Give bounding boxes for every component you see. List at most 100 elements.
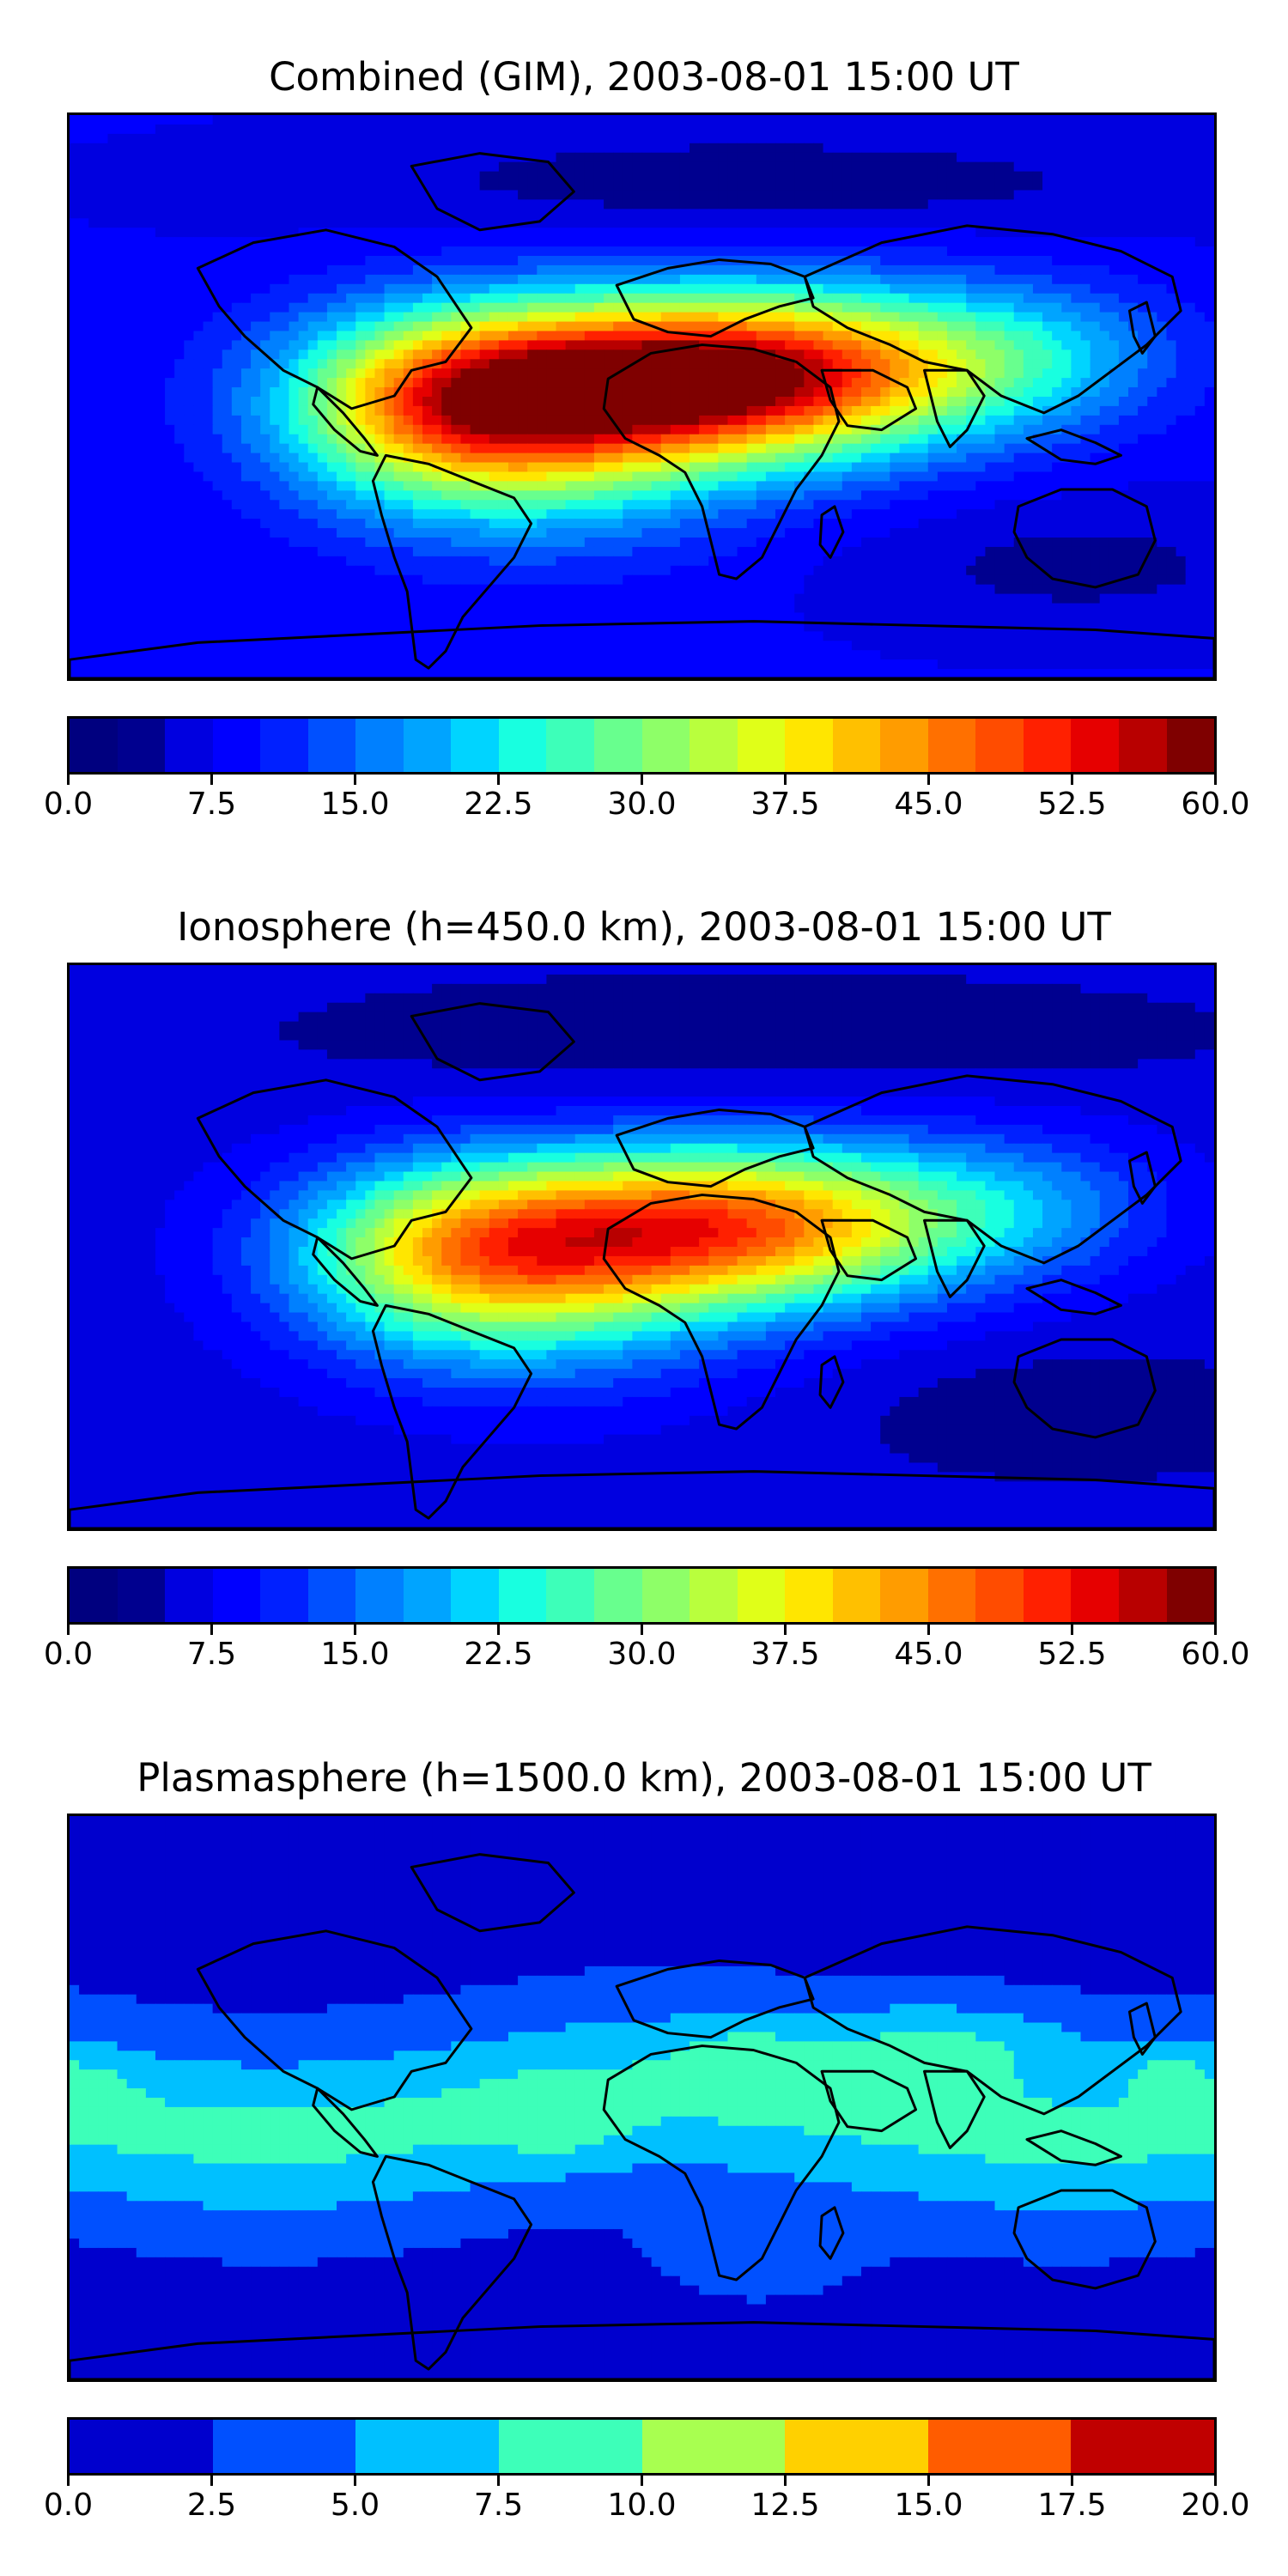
contour-cell [1090,321,1101,332]
contour-cell [794,490,805,501]
contour-cell [975,293,986,304]
contour-cell [823,321,834,332]
contour-cell [126,359,137,369]
contour-cell [527,283,538,295]
contour-cell [374,264,386,276]
contour-cell [136,397,147,407]
contour-cell [765,359,776,369]
contour-cell [718,283,729,295]
contour-cell [1071,359,1082,369]
contour-cell [690,171,700,182]
contour-cell [1166,387,1177,398]
contour-cell [527,387,538,398]
contour-cell [507,312,519,323]
contour-cell [690,397,700,407]
contour-cell [298,349,309,360]
contour-cell [918,228,929,238]
contour-cell [670,209,681,219]
contour-cell [365,462,376,473]
contour-cell [126,349,137,360]
contour-cell [651,256,662,266]
contour-cell [365,415,376,426]
contour-cell [556,312,567,323]
contour-cell [412,434,423,445]
contour-cell [651,171,662,182]
contour-cell [107,180,118,191]
contour-cell [679,443,690,454]
contour-cell [1061,199,1072,210]
contour-cell [346,283,356,295]
contour-cell [1176,180,1187,191]
contour-cell [813,331,824,341]
contour-cell [88,453,99,464]
contour-cell [632,490,643,501]
contour-cell [374,190,386,200]
contour-cell [1032,340,1043,350]
contour-cell [1138,161,1148,173]
contour-cell [231,405,242,416]
contour-cell [145,274,156,285]
contour-cell [298,405,309,416]
contour-cell [804,302,815,313]
contour-cell [1032,302,1043,313]
contour-cell [1004,405,1015,416]
contour-cell [985,368,996,379]
contour-cell [775,434,786,445]
contour-cell [107,359,118,369]
contour-cell [527,368,538,379]
contour-cell [126,331,137,341]
contour-cell [765,152,776,163]
contour-cell [1071,264,1082,276]
contour-cell [1023,283,1034,295]
contour-cell [1004,415,1015,426]
contour-cell [794,387,805,398]
contour-cell [994,190,1005,200]
contour-cell [841,331,853,341]
contour-cell [690,143,700,154]
contour-cell [326,143,337,154]
contour-cell [251,321,261,332]
contour-cell [1157,274,1168,285]
contour-cell [203,256,214,266]
contour-cell [679,471,690,482]
contour-cell [1004,471,1015,482]
contour-cell [746,349,757,360]
contour-cell [1138,462,1148,473]
contour-cell [556,143,567,154]
contour-cell [1004,115,1015,125]
contour-cell [574,359,586,369]
contour-cell [918,152,929,163]
contour-cell [670,115,681,125]
contour-cell [1042,218,1053,228]
contour-cell [155,359,166,369]
contour-cell [1194,331,1206,341]
contour-cell [1099,218,1110,228]
contour-cell [1071,180,1082,191]
contour-cell [937,246,948,257]
contour-cell [251,171,261,182]
contour-cell [193,133,204,144]
contour-cell [1157,152,1168,163]
contour-cell [165,481,175,491]
contour-cell [279,302,290,313]
contour-cell [393,180,404,191]
contour-cell [1194,424,1206,435]
contour-cell [860,397,872,407]
contour-cell [1071,199,1082,210]
contour-cell [604,321,614,332]
contour-cell [565,274,576,285]
contour-cell [384,471,395,482]
contour-cell [708,180,719,191]
contour-cell [460,143,471,154]
contour-cell [1061,481,1072,491]
contour-cell [679,115,690,125]
contour-cell [651,302,662,313]
contour-cell [880,443,890,454]
contour-cell [326,378,337,388]
contour-cell [832,133,843,144]
contour-cell [1023,321,1034,332]
contour-cell [1138,124,1148,135]
contour-cell [117,415,128,426]
contour-cell [813,133,824,144]
contour-cell [107,321,118,332]
